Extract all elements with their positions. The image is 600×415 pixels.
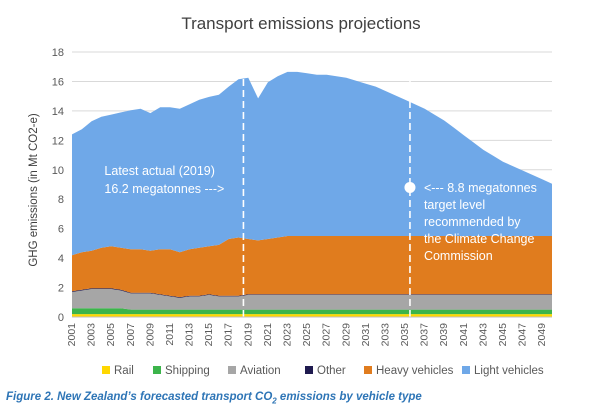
y-axis-label: GHG emissions (in Mt CO2-e) [28,113,40,267]
y-axis-ticks: 0 2 4 6 8 10 12 14 16 18 [52,47,64,324]
x-tick-label-2013: 2013 [184,323,196,347]
y-tick-label-14: 14 [52,106,64,118]
chart-title: Transport emissions projections [181,14,420,33]
x-tick-label-2049: 2049 [536,323,548,347]
legend-label-aviation: Aviation [240,365,281,377]
caption-prefix: Figure 2. New Zealand’s forecasted trans… [6,391,273,403]
legend-swatch-light-vehicles [462,366,470,374]
x-tick-label-2039: 2039 [438,323,450,347]
legend-swatch-other [305,366,313,374]
legend-label-shipping: Shipping [165,365,210,377]
figure-caption: Figure 2. New Zealand’s forecasted trans… [6,391,422,405]
legend-label-other: Other [317,365,346,377]
x-axis-ticks: 2001 2003 2005 2007 2009 2011 2013 2015 2017 2019… [66,316,552,347]
y-tick-label-2: 2 [58,283,64,295]
y-tick-label-10: 10 [52,165,64,177]
x-tick-label-2017: 2017 [223,323,235,347]
x-tick-label-2023: 2023 [282,323,294,347]
caption-subscript: 2 [272,396,277,406]
annotation-target-line-3: the Climate Change [424,232,535,246]
legend-swatch-shipping [153,366,161,374]
x-tick-label-2027: 2027 [321,323,333,347]
area-rail [72,314,552,317]
x-tick-label-2011: 2011 [164,323,176,346]
x-tick-label-2037: 2037 [419,323,431,347]
x-tick-label-2043: 2043 [477,323,489,347]
caption-suffix: emissions by vehicle type [276,391,422,403]
y-tick-label-18: 18 [52,47,64,59]
x-tick-label-2045: 2045 [497,323,509,347]
stacked-areas [72,71,552,317]
x-tick-label-2035: 2035 [399,323,411,347]
annotation-latest-line-1: 16.2 megatonnes ---> [104,182,224,196]
y-tick-label-0: 0 [58,312,64,324]
y-tick-label-4: 4 [58,253,64,265]
y-tick-label-16: 16 [52,76,64,88]
legend-label-rail: Rail [114,365,134,377]
annotation-latest-line-0: Latest actual (2019) [104,164,215,178]
legend: Rail Shipping Aviation Other Heavy vehicles L… [102,365,544,377]
area-light-vehicles [72,71,552,256]
y-tick-label-12: 12 [52,135,64,147]
legend-swatch-aviation [228,366,236,374]
x-tick-label-2003: 2003 [86,323,98,347]
x-tick-label-2041: 2041 [458,323,470,347]
annotation-markers: Latest actual (2019) 16.2 megatonnes --->… [104,75,537,317]
x-tick-label-2007: 2007 [125,323,137,347]
x-tick-label-2031: 2031 [360,323,372,347]
area-shipping [72,308,552,315]
x-tick-label-2021: 2021 [262,323,274,347]
annotation-target-line-0: <--- 8.8 megatonnes [424,181,537,195]
y-tick-label-8: 8 [58,194,64,206]
annotation-target-line-1: target level [424,198,485,212]
annotation-target-line-2: recommended by [424,215,521,229]
x-tick-label-2001: 2001 [66,323,78,347]
emissions-chart: Transport emissions projections GHG emis… [28,14,552,377]
legend-swatch-rail [102,366,110,374]
x-tick-label-2009: 2009 [144,323,156,347]
legend-label-heavy-vehicles: Heavy vehicles [376,365,454,377]
x-tick-label-2015: 2015 [203,323,215,347]
x-tick-label-2033: 2033 [379,323,391,347]
x-tick-label-2047: 2047 [517,323,529,347]
legend-label-light-vehicles: Light vehicles [474,365,544,377]
area-aviation [72,289,552,310]
y-tick-label-6: 6 [58,224,64,236]
x-tick-label-2005: 2005 [105,323,117,347]
annotation-target-line-4: Commission [424,249,493,263]
target-marker [404,181,416,193]
x-tick-label-2029: 2029 [340,323,352,347]
area-heavy-vehicles [72,236,552,298]
legend-swatch-heavy-vehicles [364,366,372,374]
x-tick-label-2019: 2019 [242,323,254,347]
x-tick-label-2025: 2025 [301,323,313,347]
